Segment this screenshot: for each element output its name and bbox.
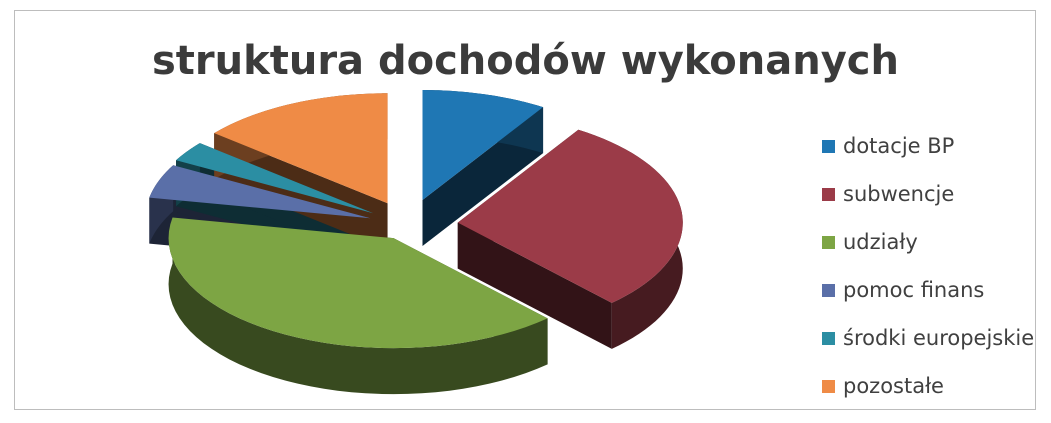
legend-item: subwencje	[822, 182, 1034, 230]
legend-label: udziały	[843, 230, 918, 254]
pie-slice-dotacje-bp	[422, 90, 544, 201]
pie-slice-udzia-y	[168, 217, 548, 349]
legend-swatch	[822, 188, 835, 201]
legend-label: dotacje BP	[843, 134, 955, 158]
legend-label: pozostałe	[843, 374, 944, 398]
legend-label: pomoc finans	[843, 278, 985, 302]
pie-slice-subwencje	[457, 129, 683, 303]
pie-slice-pomoc-finans	[149, 165, 371, 219]
legend-label: środki europejskie	[843, 326, 1035, 350]
legend: dotacje BP subwencje udziały pomoc finans śr…	[822, 134, 1034, 422]
legend-item: dotacje BP	[822, 134, 1034, 182]
chart-title: struktura dochodów wykonanych	[152, 38, 899, 84]
pie-slice-face-subwencje	[457, 222, 612, 349]
legend-item: pomoc finans	[822, 278, 1034, 326]
legend-swatch	[822, 332, 835, 345]
legend-item: środki europejskie	[822, 326, 1034, 374]
legend-swatch	[822, 284, 835, 297]
legend-swatch	[822, 236, 835, 249]
pie-slice-pozosta-e	[214, 93, 388, 204]
pie-slice--rodki-europejskie	[176, 143, 374, 214]
pie-slice-side-udzia-y	[168, 217, 548, 395]
legend-item: pozostałe	[822, 374, 1034, 422]
legend-item: udziały	[822, 230, 1034, 278]
legend-label: subwencje	[843, 182, 955, 206]
legend-swatch	[822, 380, 835, 393]
legend-swatch	[822, 140, 835, 153]
